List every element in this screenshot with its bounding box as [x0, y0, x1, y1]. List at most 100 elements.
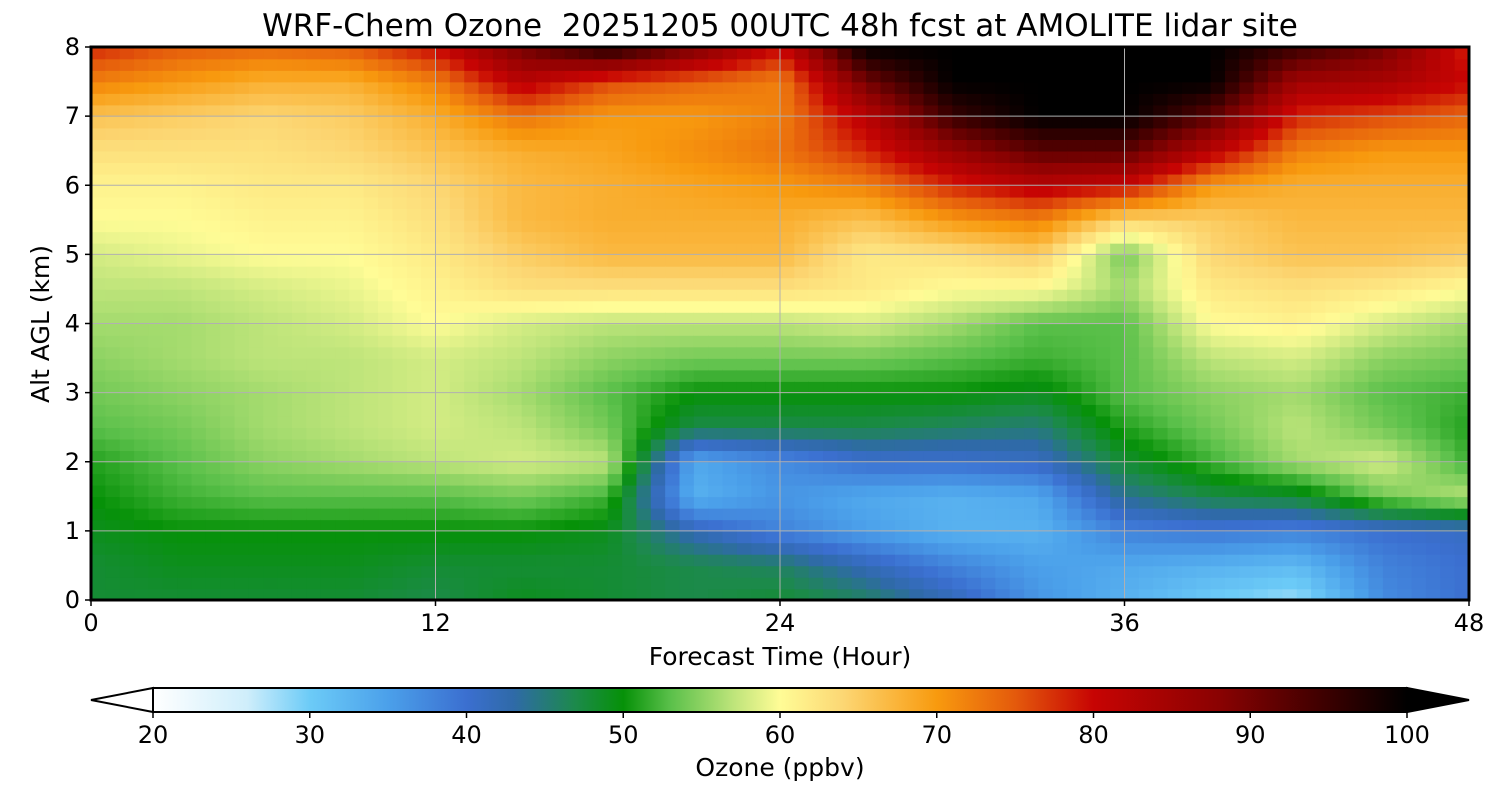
heatmap-cell	[1081, 231, 1097, 244]
heatmap-cell	[1311, 173, 1327, 187]
heatmap-cell	[751, 219, 767, 233]
heatmap-cell	[765, 461, 781, 475]
heatmap-cell	[937, 438, 954, 452]
heatmap-cell	[1425, 438, 1442, 452]
heatmap-cell	[1397, 404, 1413, 417]
heatmap-cell	[478, 542, 494, 555]
heatmap-cell	[736, 242, 753, 256]
heatmap-cell	[335, 254, 351, 267]
heatmap-cell	[1153, 162, 1169, 175]
heatmap-cell	[1325, 242, 1341, 256]
heatmap-cell	[1124, 484, 1140, 498]
heatmap-cell	[1009, 58, 1025, 71]
heatmap-cell	[823, 173, 839, 187]
heatmap-cell	[464, 93, 480, 106]
heatmap-cell	[349, 404, 365, 417]
heatmap-cell	[478, 438, 494, 452]
heatmap-cell	[148, 150, 164, 164]
heatmap-cell	[378, 93, 394, 106]
heatmap-cell	[1440, 139, 1456, 152]
heatmap-cell	[1368, 300, 1384, 313]
heatmap-cell	[1397, 473, 1413, 486]
heatmap-cell	[607, 277, 623, 290]
heatmap-cell	[823, 335, 839, 348]
heatmap-cell	[1311, 369, 1327, 382]
heatmap-cell	[435, 196, 451, 210]
heatmap-cell	[693, 196, 710, 210]
heatmap-cell	[1454, 542, 1469, 555]
heatmap-cell	[751, 404, 767, 417]
heatmap-cell	[1268, 542, 1284, 555]
heatmap-cell	[780, 346, 796, 359]
heatmap-cell	[248, 277, 265, 290]
heatmap-cell	[1196, 461, 1212, 475]
heatmap-cell	[751, 461, 767, 475]
heatmap-cell	[464, 484, 480, 498]
heatmap-cell	[650, 127, 666, 140]
heatmap-cell	[1239, 127, 1255, 140]
heatmap-cell	[1382, 392, 1399, 405]
heatmap-cell	[751, 81, 767, 94]
heatmap-cell	[894, 185, 910, 198]
heatmap-cell	[492, 311, 509, 325]
heatmap-cell	[1224, 139, 1241, 152]
heatmap-cell	[1024, 219, 1040, 233]
heatmap-cell	[952, 358, 968, 371]
heatmap-cell	[406, 173, 422, 187]
heatmap-cell	[1167, 438, 1183, 452]
heatmap-cell	[1411, 127, 1427, 140]
heatmap-cell	[507, 104, 523, 117]
heatmap-cell	[923, 415, 939, 428]
heatmap-cell	[880, 104, 896, 117]
heatmap-cell	[880, 196, 896, 210]
heatmap-cell	[1311, 576, 1327, 590]
heatmap-cell	[1354, 70, 1370, 83]
heatmap-cell	[105, 242, 121, 256]
heatmap-cell	[478, 496, 494, 509]
heatmap-cell	[1210, 404, 1226, 417]
heatmap-cell	[277, 93, 293, 106]
heatmap-cell	[952, 461, 968, 475]
heatmap-cell	[593, 323, 609, 336]
heatmap-cell	[1239, 461, 1255, 475]
heatmap-cell	[837, 369, 853, 382]
heatmap-cell	[421, 277, 437, 290]
heatmap-cell	[679, 70, 695, 83]
heatmap-cell	[765, 150, 781, 164]
heatmap-cell	[162, 496, 178, 509]
heatmap-cell	[1282, 58, 1298, 71]
heatmap-cell	[291, 358, 308, 371]
heatmap-cell	[966, 300, 982, 313]
heatmap-cell	[263, 265, 279, 279]
heatmap-cell	[1311, 519, 1327, 532]
heatmap-cell	[1181, 196, 1198, 210]
heatmap-cell	[119, 150, 135, 164]
heatmap-cell	[550, 427, 566, 440]
heatmap-cell	[823, 104, 839, 117]
heatmap-cell	[291, 277, 308, 290]
heatmap-cell	[378, 116, 394, 129]
heatmap-cell	[1239, 381, 1255, 394]
heatmap-cell	[823, 530, 839, 544]
heatmap-cell	[492, 381, 509, 394]
heatmap-cell	[1196, 392, 1212, 405]
heatmap-cell	[1382, 346, 1399, 359]
heatmap-cell	[780, 392, 796, 405]
heatmap-cell	[148, 530, 164, 544]
heatmap-cell	[363, 196, 379, 210]
heatmap-cell	[1325, 81, 1341, 94]
heatmap-cell	[406, 576, 422, 590]
heatmap-cell	[751, 496, 767, 509]
heatmap-cell	[909, 450, 925, 463]
heatmap-cell	[248, 185, 265, 198]
heatmap-cell	[1038, 335, 1054, 348]
heatmap-cell	[464, 265, 480, 279]
heatmap-cell	[306, 404, 322, 417]
heatmap-cell	[751, 530, 767, 544]
heatmap-cell	[679, 127, 695, 140]
heatmap-cell	[1081, 461, 1097, 475]
heatmap-cell	[808, 427, 824, 440]
heatmap-cell	[1368, 323, 1384, 336]
heatmap-cell	[105, 530, 121, 544]
heatmap-cell	[1339, 288, 1355, 302]
